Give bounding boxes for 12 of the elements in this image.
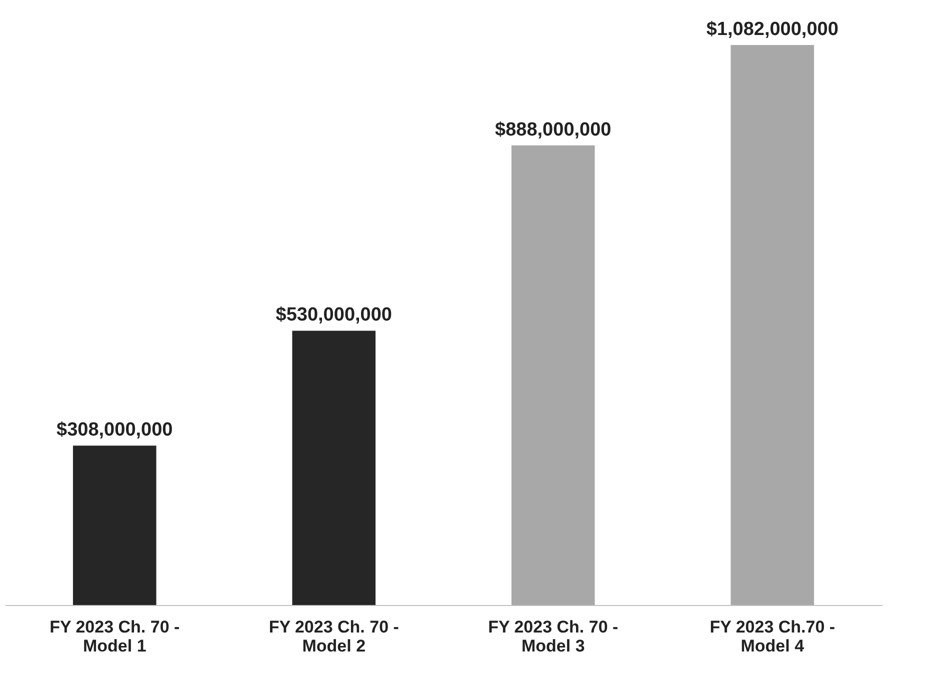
x-tick-label: FY 2023 Ch. 70 - Model 2 xyxy=(268,618,399,656)
x-tick-label: FY 2023 Ch. 70 - Model 3 xyxy=(488,618,618,656)
data-label: $308,000,000 xyxy=(56,420,173,441)
bar xyxy=(292,330,376,605)
bar xyxy=(730,45,814,605)
bar xyxy=(511,145,595,605)
bar xyxy=(72,446,156,605)
data-label: $1,082,000,000 xyxy=(706,19,838,40)
data-label: $530,000,000 xyxy=(276,304,392,326)
data-label: $888,000,000 xyxy=(495,119,612,140)
x-tick-label: FY 2023 Ch. 70 - Model 1 xyxy=(50,618,180,656)
x-tick-label: FY 2023 Ch.70 - Model 4 xyxy=(710,618,836,656)
